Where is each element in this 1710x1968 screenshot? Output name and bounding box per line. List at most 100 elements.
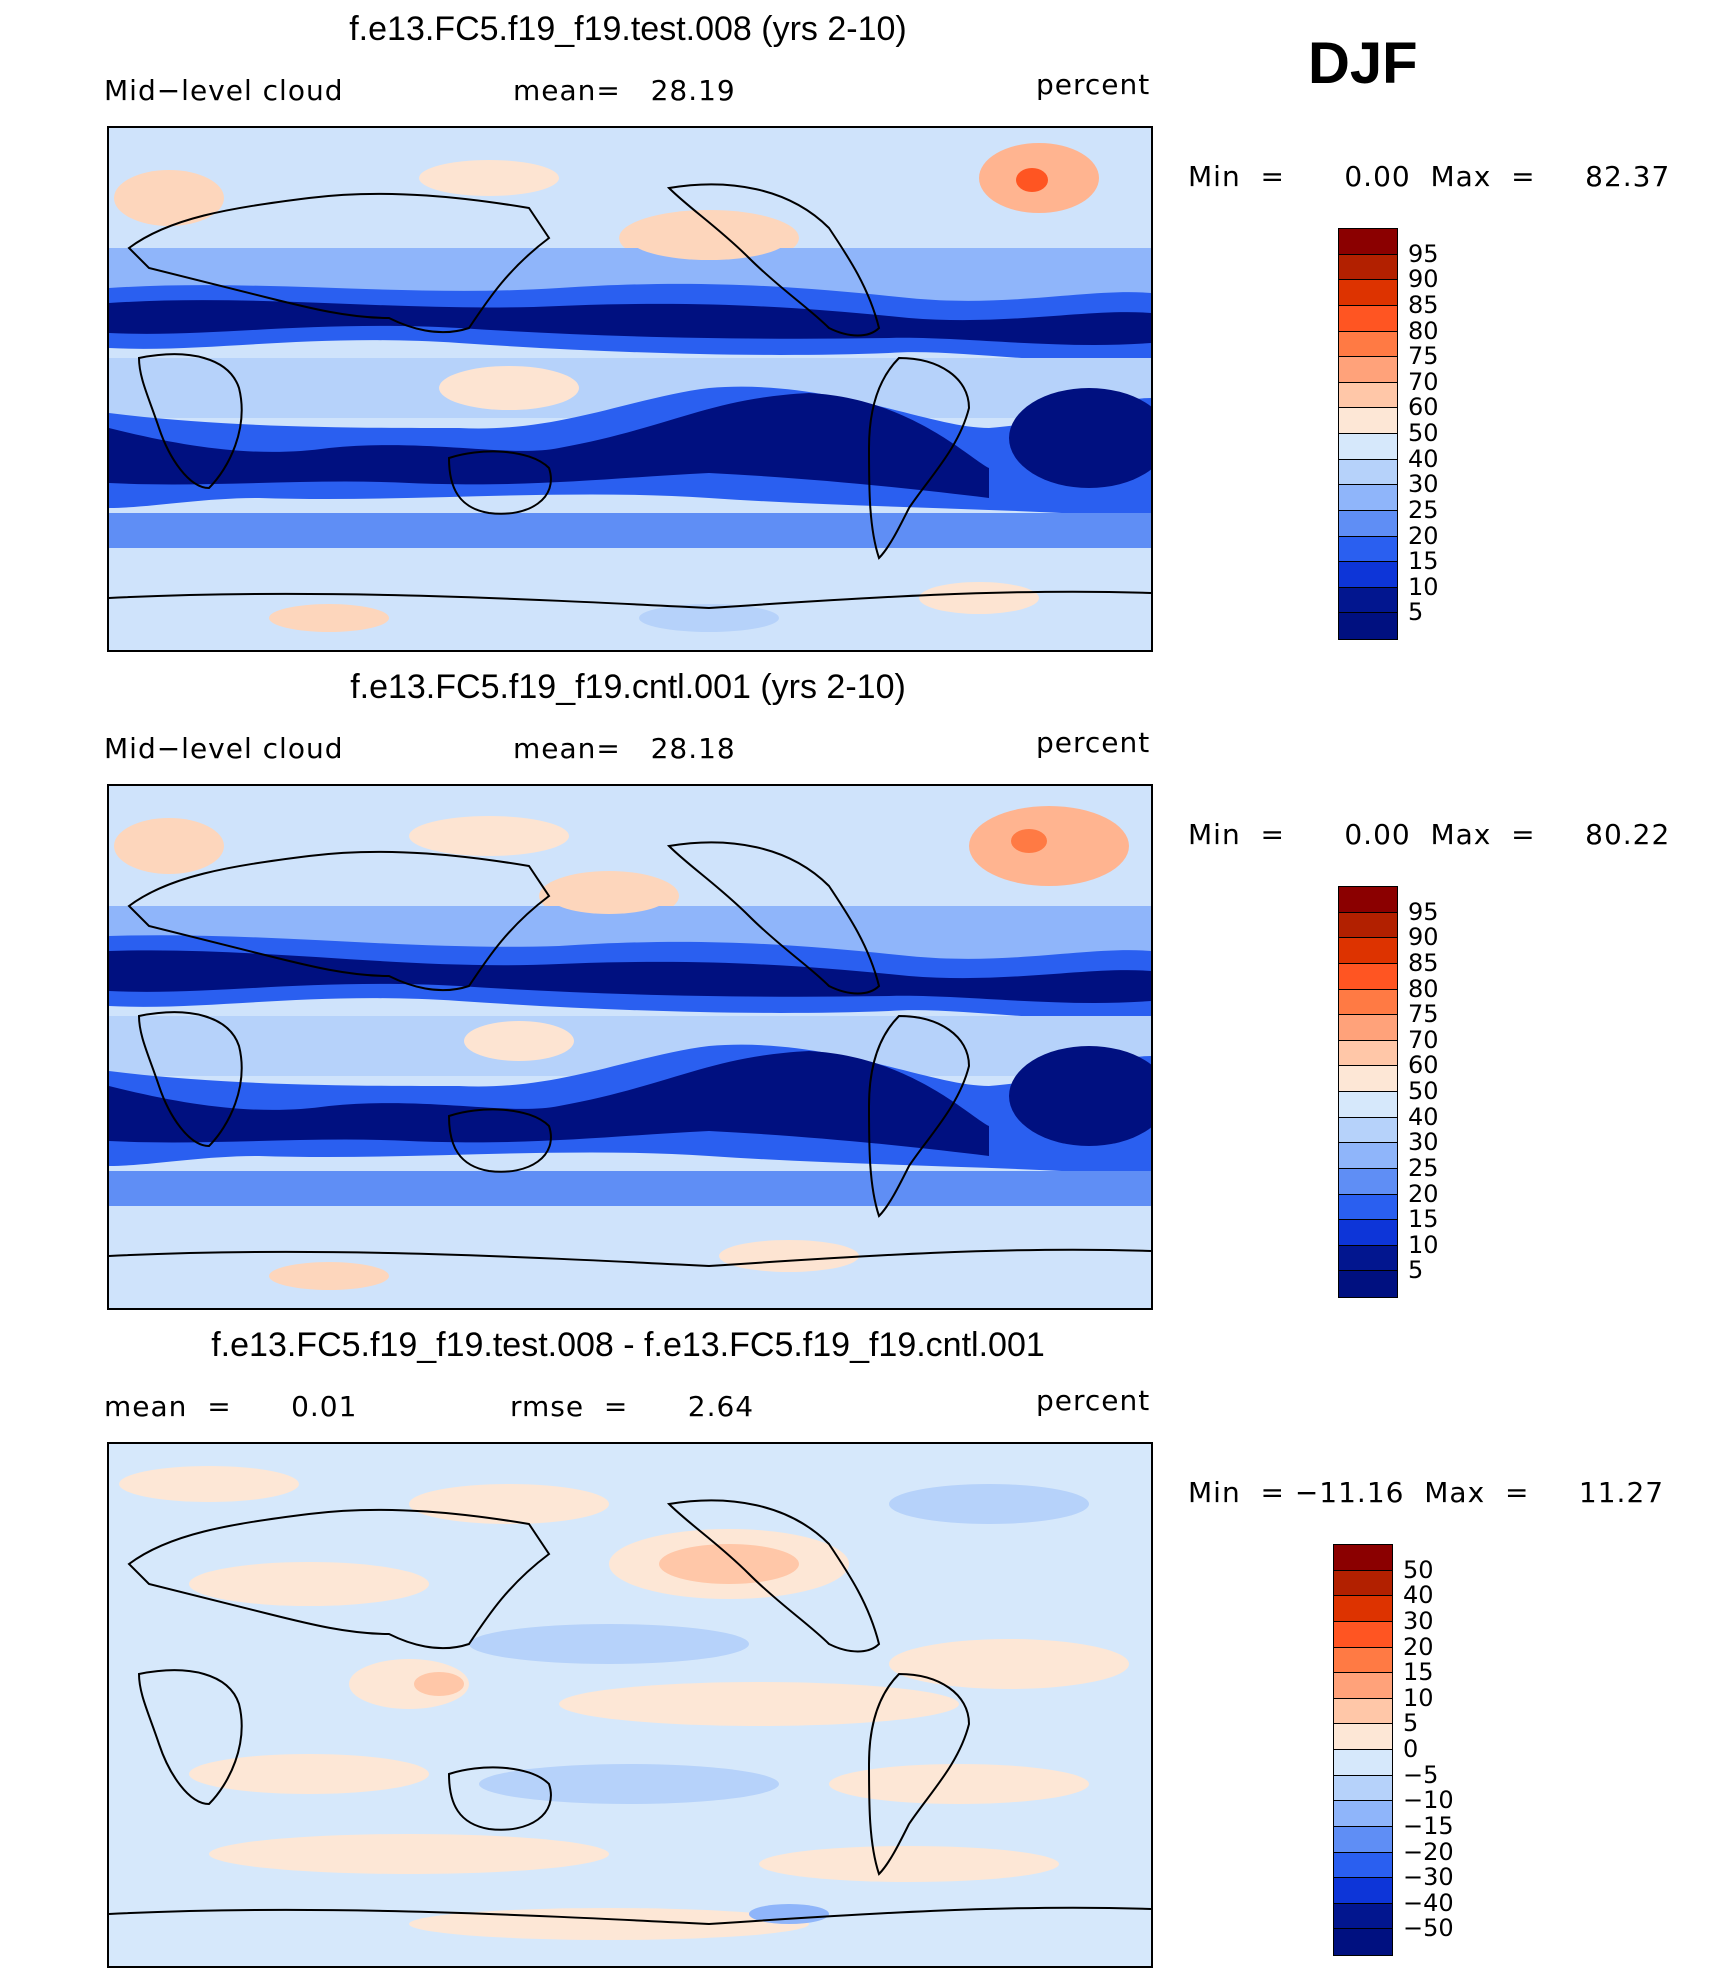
coastlines <box>109 841 1151 1268</box>
colorbar-segment <box>1339 938 1397 964</box>
colorbar-segment <box>1334 1929 1392 1955</box>
panel-1-minmax: Min = 0.00 Max = 82.37 <box>1188 160 1671 193</box>
colorbar-segment <box>1334 1801 1392 1827</box>
diff-patch <box>479 1764 779 1804</box>
colorbar-tick-label: 0 <box>1403 1735 1419 1763</box>
panel-2-title: f.e13.FC5.f19_f19.cntl.001 (yrs 2-10) <box>350 668 906 706</box>
colorbar-segment <box>1334 1673 1392 1699</box>
colorbar-segment <box>1339 1168 1397 1195</box>
panel-1-colorbar <box>1338 228 1398 640</box>
panel-3-colorbar <box>1333 1544 1393 1956</box>
colorbar-tick-label: −30 <box>1403 1863 1454 1892</box>
colorbar-tick-label: 50 <box>1403 1555 1434 1584</box>
colorbar-segment <box>1339 613 1397 639</box>
panel-2-mean-label: mean= 28.18 <box>513 732 736 765</box>
colorbar-tick-label: 15 <box>1408 547 1439 576</box>
colorbar-segment <box>1339 1066 1397 1092</box>
panel-3-rmse-label: rmse = 2.64 <box>510 1390 755 1423</box>
panel-3-minmax: Min = −11.16 Max = 11.27 <box>1188 1476 1665 1509</box>
panel-3-units-label: percent <box>1036 1384 1151 1417</box>
colorbar-tick-label: 20 <box>1403 1632 1434 1661</box>
cloud-patch <box>114 170 224 226</box>
colorbar-tick-label: 20 <box>1408 521 1439 550</box>
colorbar-tick-label: 5 <box>1408 598 1424 627</box>
colorbar-tick-label: 70 <box>1408 1025 1439 1054</box>
panel-2-colorbar <box>1338 886 1398 1298</box>
cloud-patch <box>1009 1046 1151 1146</box>
colorbar-segment <box>1339 434 1397 460</box>
colorbar-tick-label: 50 <box>1408 1077 1439 1105</box>
colorbar-segment <box>1339 254 1397 281</box>
colorbar-tick-label: 30 <box>1408 1128 1439 1157</box>
colorbar-segment <box>1334 1750 1392 1776</box>
diff-patch <box>209 1834 609 1874</box>
colorbar-tick-label: 30 <box>1403 1606 1434 1635</box>
cloud-patch <box>1009 388 1151 488</box>
colorbar-segment <box>1339 1143 1397 1169</box>
colorbar-tick-label: 40 <box>1403 1581 1434 1610</box>
colorbar-segment <box>1339 562 1397 588</box>
colorbar-tick-label: 30 <box>1408 470 1439 499</box>
cloud-band <box>109 1171 1151 1211</box>
diff-patch <box>119 1466 299 1502</box>
colorbar-segment <box>1339 357 1397 383</box>
colorbar-tick-label: −5 <box>1403 1760 1439 1789</box>
season-label: DJF <box>1308 31 1418 96</box>
colorbar-segment <box>1339 331 1397 358</box>
cloud-band <box>109 300 1151 345</box>
colorbar-segment <box>1339 587 1397 614</box>
cloud-band <box>109 513 1151 553</box>
colorbar-segment <box>1334 1903 1392 1930</box>
colorbar-segment <box>1339 989 1397 1016</box>
colorbar-tick-label: 90 <box>1408 923 1439 952</box>
panel-3-mean-label: mean = 0.01 <box>104 1390 358 1423</box>
diff-patch <box>414 1672 464 1696</box>
cloud-band <box>109 1051 989 1156</box>
colorbar-segment <box>1334 1724 1392 1750</box>
cloud-patch <box>919 582 1039 614</box>
colorbar-tick-label: 40 <box>1408 1102 1439 1131</box>
colorbar-segment <box>1334 1647 1392 1674</box>
colorbar-segment <box>1339 887 1397 913</box>
colorbar-segment <box>1334 1826 1392 1853</box>
cloud-patch <box>549 878 669 914</box>
cloud-patch <box>269 1262 389 1290</box>
cloud-patch <box>419 160 559 196</box>
diff-patch <box>189 1562 429 1606</box>
colorbar-tick-label: 40 <box>1408 444 1439 473</box>
cloud-band <box>109 393 989 498</box>
cloud-patch <box>1011 829 1047 853</box>
colorbar-tick-label: 15 <box>1408 1205 1439 1234</box>
colorbar-segment <box>1334 1852 1392 1879</box>
colorbar-segment <box>1339 1040 1397 1067</box>
panel-1-map <box>107 126 1153 652</box>
colorbar-tick-label: 95 <box>1408 239 1439 268</box>
diff-patch <box>829 1764 1089 1804</box>
cloud-patch <box>409 816 569 856</box>
colorbar-tick-label: 10 <box>1408 1230 1439 1259</box>
panel-1-mean-label: mean= 28.19 <box>513 74 736 107</box>
colorbar-segment <box>1339 536 1397 563</box>
colorbar-segment <box>1334 1545 1392 1571</box>
diff-patch <box>759 1846 1059 1882</box>
panel-2-variable-label: Mid−level cloud <box>104 732 344 765</box>
colorbar-tick-label: 85 <box>1408 948 1439 977</box>
colorbar-tick-label: −40 <box>1403 1888 1454 1917</box>
diff-patch <box>409 1484 609 1524</box>
colorbar-tick-label: 80 <box>1408 316 1439 345</box>
diff-patch <box>409 1908 809 1940</box>
colorbar-segment <box>1339 459 1397 486</box>
colorbar-segment <box>1339 229 1397 255</box>
colorbar-tick-label: 5 <box>1403 1709 1419 1738</box>
colorbar-segment <box>1339 1194 1397 1221</box>
panel-3-map-svg <box>109 1444 1151 1966</box>
colorbar-tick-label: 15 <box>1403 1658 1434 1687</box>
panel-2-map <box>107 784 1153 1310</box>
diff-patch <box>659 1544 799 1584</box>
cloud-patch <box>969 806 1129 886</box>
colorbar-segment <box>1334 1878 1392 1904</box>
colorbar-segment <box>1339 1220 1397 1246</box>
colorbar-tick-label: −10 <box>1403 1786 1454 1815</box>
panel-1-map-svg <box>109 128 1151 650</box>
colorbar-segment <box>1334 1698 1392 1725</box>
